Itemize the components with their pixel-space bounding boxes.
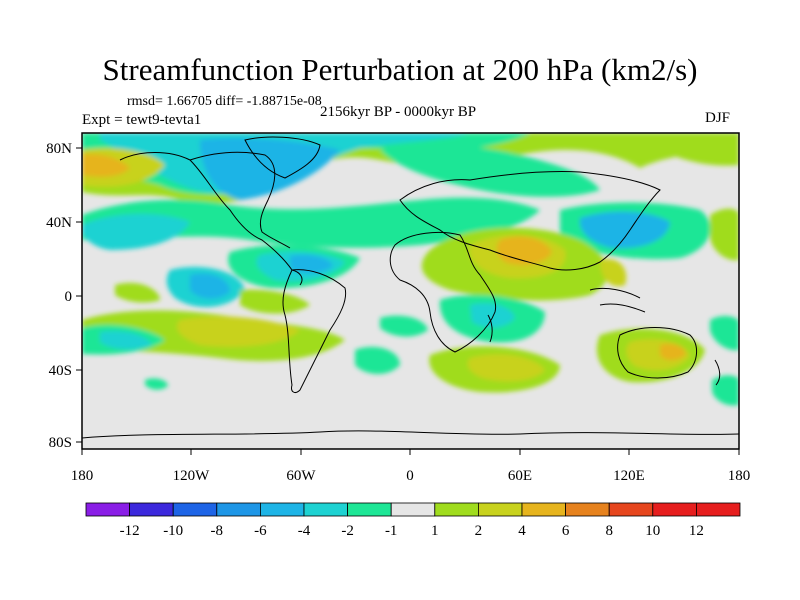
colorbar-label: -1 [385, 523, 398, 539]
colorbar-label: -2 [341, 523, 354, 539]
colorbar-label: 1 [431, 523, 439, 539]
colorbar-box [259, 502, 305, 517]
colorbar-label: 2 [475, 523, 483, 539]
colorbar-box [652, 502, 697, 517]
colorbar-box [129, 502, 174, 517]
colorbar-box [390, 502, 436, 517]
contour-neg1-southatl [355, 346, 400, 375]
colorbar-box [696, 502, 741, 517]
contour-neg2-swpacific [100, 330, 152, 350]
lat-label-40n: 40N [46, 215, 72, 231]
lat-label-eq: 0 [65, 289, 73, 305]
time-period: 2156kyr BP - 0000kyr BP [320, 104, 477, 120]
lon-label-0: 0 [406, 468, 414, 484]
contour-pos-peru [240, 289, 310, 314]
lon-ticks [81, 449, 740, 455]
colorbar-box [216, 502, 261, 517]
contour-neg1-tasman [710, 316, 739, 351]
colorbar-box [172, 502, 218, 517]
season-label: DJF [705, 110, 731, 126]
colorbar-label: 10 [645, 523, 660, 539]
contour-neg4-greenland [200, 138, 340, 200]
colorbar-label: -10 [163, 523, 183, 539]
colorbar-box [608, 502, 654, 517]
lon-label-180w: 180 [71, 468, 94, 484]
contour-pos6-asia [496, 236, 552, 265]
colorbar-label: 8 [605, 523, 613, 539]
colorbar-box [565, 502, 610, 517]
lat-label-40s: 40S [49, 363, 72, 379]
colorbar-box [477, 502, 523, 517]
colorbar-box [347, 502, 392, 517]
colorbar-label: -8 [211, 523, 224, 539]
experiment-label: Expt = tewt9-tevta1 [82, 112, 202, 128]
colorbar-label: -6 [254, 523, 267, 539]
contour-pos4-southpacific [176, 316, 300, 347]
contour-neg1-south-small [145, 378, 168, 390]
coast-australia [617, 327, 697, 379]
coast-greenland [244, 136, 321, 179]
colorbar-label: 4 [518, 523, 526, 539]
contour-neg1-midlat [82, 197, 540, 248]
coast-madagascar [487, 314, 493, 343]
coast-indonesia [589, 287, 646, 313]
lon-label-60e: 60E [508, 468, 532, 484]
colorbar-box [521, 502, 566, 517]
lat-label-80s: 80S [49, 435, 72, 451]
lon-label-120e: 120E [613, 468, 645, 484]
contour-pos4-southindian [467, 354, 545, 382]
coastlines [82, 136, 739, 439]
coast-new-zealand [714, 359, 721, 386]
contour-pos6-australia [660, 343, 686, 361]
lat-label-80n: 80N [46, 141, 72, 157]
contour-pos-centralpacific [115, 282, 160, 303]
colorbar-box [303, 502, 348, 517]
colorbar-label: 6 [562, 523, 570, 539]
contour-pos-dateline [710, 208, 739, 261]
colorbar-box [434, 502, 479, 517]
lon-label-60w: 60W [286, 468, 316, 484]
coast-north-america-east [189, 151, 291, 249]
contour-neg4-easternpacific [190, 273, 230, 299]
colorbar: -12 -10 -8 -6 -4 -2 -1 1 2 4 6 8 10 12 [85, 502, 741, 539]
colorbar-label: -4 [298, 523, 311, 539]
coast-eurasia [399, 171, 661, 271]
contour-neg1-angola [380, 315, 428, 337]
map-title: Streamfunction Perturbation at 200 hPa (… [102, 52, 698, 87]
lon-label-180e: 180 [728, 468, 751, 484]
contour-pos-siberia [660, 133, 739, 166]
contour-neg1-southernocean [712, 375, 739, 406]
contour-neg2-pacific [82, 214, 190, 250]
coast-antarctica [82, 430, 739, 439]
contour-neg2-eastafrica [470, 303, 515, 328]
coast-africa [389, 231, 497, 353]
colorbar-box [85, 502, 130, 517]
contour-pos4-indochina [600, 259, 627, 287]
coast-south-america [282, 269, 347, 393]
contour-neg4-westpacific [579, 211, 670, 249]
rmsd-stats: rmsd= 1.66705 diff= -1.88715e-08 [127, 94, 322, 109]
contour-neg4-tropatl [290, 254, 333, 274]
colorbar-label: -12 [120, 523, 140, 539]
contour-fields [82, 133, 739, 439]
contour-neg1-eurasia [380, 144, 600, 197]
colorbar-label: 12 [689, 523, 704, 539]
lat-ticks [76, 147, 82, 443]
lon-label-120w: 120W [173, 468, 211, 484]
contour-pos4-alaska [82, 154, 130, 177]
